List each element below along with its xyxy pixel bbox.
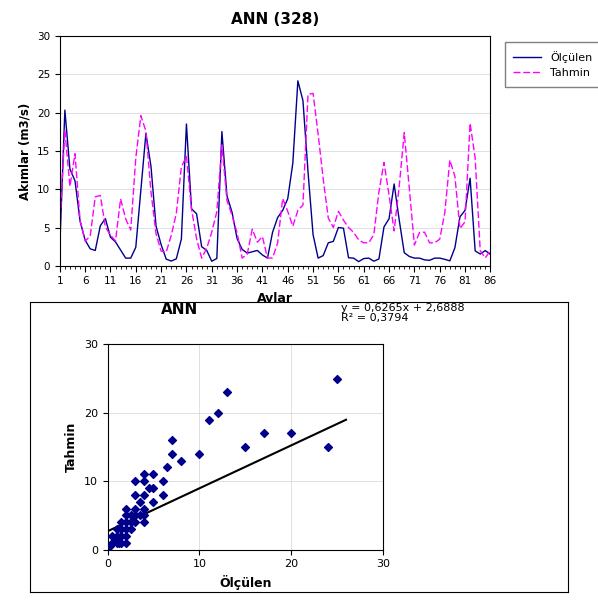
Point <box>130 504 140 513</box>
Tahmin <box>56 224 63 231</box>
Line: Tahmin: Tahmin <box>60 94 490 258</box>
Tahmin <box>396 183 403 190</box>
Point <box>126 510 135 520</box>
Point <box>139 518 149 527</box>
Ölçülen <box>487 251 494 258</box>
Point <box>213 408 222 417</box>
Ölçülen <box>396 216 403 223</box>
Point <box>139 477 149 486</box>
Ölçülen <box>294 77 301 85</box>
Point <box>176 456 186 466</box>
Tahmin <box>198 254 205 262</box>
Point <box>130 490 140 500</box>
Point <box>112 535 121 544</box>
Point <box>158 490 167 500</box>
Text: R² = 0,3794: R² = 0,3794 <box>341 312 408 323</box>
Tahmin <box>66 183 74 190</box>
Point <box>130 477 140 486</box>
Point <box>222 387 231 397</box>
Ölçülen <box>355 258 362 265</box>
Point <box>139 469 149 479</box>
Line: Ölçülen: Ölçülen <box>60 81 490 262</box>
Tahmin <box>310 90 317 97</box>
Point <box>112 524 121 534</box>
Point <box>121 518 131 527</box>
Point <box>332 374 341 384</box>
Point <box>121 538 131 548</box>
Point <box>167 449 176 458</box>
Point <box>121 510 131 520</box>
Text: y = 0,6265x + 2,6888: y = 0,6265x + 2,6888 <box>341 303 465 313</box>
Tahmin <box>487 247 494 254</box>
Point <box>135 510 145 520</box>
Point <box>130 510 140 520</box>
Point <box>149 483 158 493</box>
Tahmin <box>77 217 84 224</box>
Ölçülen <box>77 217 84 225</box>
Text: ANN (328): ANN (328) <box>231 12 319 27</box>
Y-axis label: Akımlar (m3/s): Akımlar (m3/s) <box>19 102 31 200</box>
Point <box>114 538 123 548</box>
Ölçülen <box>66 165 74 173</box>
Point <box>144 483 154 493</box>
Point <box>194 449 204 458</box>
X-axis label: Aylar: Aylar <box>257 292 293 305</box>
Point <box>240 442 250 452</box>
X-axis label: Ölçülen: Ölçülen <box>219 575 271 590</box>
Point <box>108 538 117 548</box>
Point <box>139 490 149 500</box>
Point <box>117 518 126 527</box>
Tahmin <box>269 254 276 262</box>
Ölçülen <box>56 243 63 250</box>
Ölçülen <box>102 215 109 222</box>
Point <box>112 531 121 541</box>
Point <box>149 497 158 507</box>
Point <box>121 531 131 541</box>
Point <box>139 510 149 520</box>
Point <box>126 518 135 527</box>
Tahmin <box>431 239 438 246</box>
Point <box>121 524 131 534</box>
Point <box>204 415 213 425</box>
Point <box>108 531 117 541</box>
Ölçülen <box>431 254 438 262</box>
Point <box>286 428 296 438</box>
Ölçülen <box>264 254 271 262</box>
Point <box>112 538 121 548</box>
Point <box>163 463 172 472</box>
Y-axis label: Tahmin: Tahmin <box>65 422 78 472</box>
Point <box>135 497 145 507</box>
Point <box>117 531 126 541</box>
Point <box>126 524 135 534</box>
Legend: Ölçülen, Tahmin: Ölçülen, Tahmin <box>505 42 598 87</box>
Point <box>110 535 120 544</box>
Point <box>106 541 115 551</box>
Point <box>139 504 149 513</box>
Point <box>149 469 158 479</box>
Tahmin <box>102 223 109 231</box>
Point <box>158 477 167 486</box>
Point <box>121 504 131 513</box>
Point <box>117 524 126 534</box>
Text: ANN: ANN <box>161 302 198 317</box>
Point <box>259 428 269 438</box>
Point <box>130 518 140 527</box>
Point <box>167 435 176 445</box>
Point <box>323 442 332 452</box>
Point <box>117 538 126 548</box>
